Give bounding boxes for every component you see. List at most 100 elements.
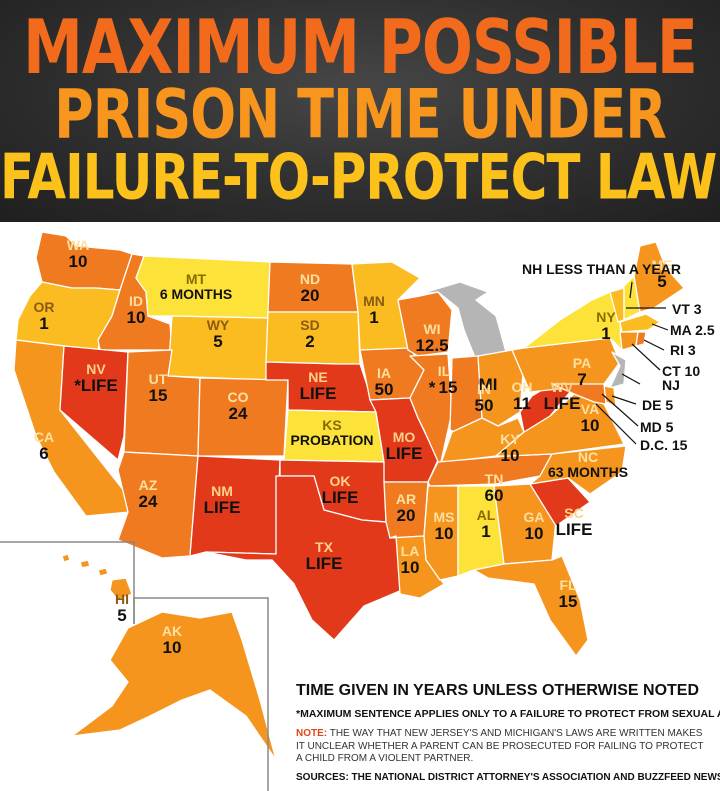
title-line-3: FAILURE-TO-PROTECT LAWS [0, 140, 720, 214]
state-value-nv: *LIFE [74, 376, 118, 395]
state-value-wi: 12.5 [415, 336, 449, 355]
state-abbr-tx: TX [315, 539, 333, 555]
state-abbr-me: ME [651, 257, 673, 273]
state-me[interactable] [633, 241, 685, 313]
legend-title: TIME GIVEN IN YEARS UNLESS OTHERWISE NOT… [296, 682, 700, 699]
callout-ma-2-5: MA 2.5 [670, 322, 715, 338]
state-value-hi: 5 [117, 606, 127, 625]
state-value-wa: 10 [68, 252, 88, 271]
state-abbr-az: AZ [138, 477, 158, 493]
state-value-ak: 10 [162, 638, 182, 657]
callout-ct-10: CT 10 [662, 363, 701, 379]
us-map: WA 10 OR 1 CA 6 ID 10 NV *LIFE MT 6 MONTHS WY 5 UT 15 AZ… [0, 222, 720, 791]
state-abbr-ca: CA [33, 429, 55, 445]
state-value-mt: 6 MONTHS [159, 286, 233, 302]
state-abbr-ny: NY [596, 309, 616, 325]
state-value-sd: 2 [305, 332, 315, 351]
note-body: THE WAY THAT NEW JERSEY'S AND MICHIGAN'S… [296, 728, 704, 764]
state-abbr-or: OR [33, 299, 55, 315]
state-nv[interactable] [59, 345, 129, 461]
state-value-id: 10 [126, 308, 146, 327]
state-nj[interactable] [609, 351, 627, 389]
state-abbr-mn: MN [363, 293, 385, 309]
state-value-ok: LIFE [321, 488, 359, 507]
footnote: *MAXIMUM SENTENCE APPLIES ONLY TO A FAIL… [296, 708, 720, 720]
inset-frames [0, 541, 269, 791]
state-md[interactable] [551, 383, 607, 405]
state-abbr-pa: PA [572, 355, 592, 371]
state-abbr-ar: AR [395, 491, 417, 507]
state-value-va: 10 [580, 416, 600, 435]
state-hi[interactable] [61, 553, 133, 601]
state-value-ky: 10 [500, 446, 520, 465]
state-ma[interactable] [619, 313, 661, 333]
state-value-al: 1 [481, 522, 491, 541]
state-ak[interactable] [71, 611, 277, 761]
state-value-ca: 6 [39, 444, 49, 463]
state-value-nd: 20 [300, 286, 320, 305]
state-abbr-ak: AK [161, 623, 183, 639]
state-abbr-mo: MO [392, 429, 416, 445]
state-abbr-nc: NC [577, 449, 599, 465]
state-abbr-ne: NE [308, 369, 328, 385]
state-value-oh: 11 [513, 394, 531, 413]
state-abbr-ga: GA [523, 509, 545, 525]
state-abbr-ut: UT [148, 371, 168, 387]
callout-nh-less-than-a-year: NH LESS THAN A YEAR [522, 261, 681, 277]
state-value-ar: 20 [396, 506, 416, 525]
state-abbr-oh: OH [511, 379, 533, 395]
state-value-ne: LIFE [299, 384, 337, 403]
note-label: NOTE: [296, 728, 328, 739]
state-abbr-fl: FL [559, 577, 577, 593]
state-value-ny: 1 [601, 324, 611, 343]
state-abbr-ia: IA [377, 365, 391, 381]
state-abbr-ms: MS [433, 509, 455, 525]
state-tx[interactable] [205, 475, 403, 641]
state-value-nc: 63 MONTHS [547, 464, 629, 480]
state-abbr-ks: KS [322, 417, 342, 433]
state-abbr-mi: MI [478, 375, 498, 394]
state-value-fl: 15 [558, 592, 578, 611]
il-asterisk: * [428, 378, 436, 397]
header-banner: MAXIMUM POSSIBLE PRISON TIME UNDER FAILU… [0, 0, 720, 222]
callout-vt-3: VT 3 [672, 301, 702, 317]
state-value-me: 5 [657, 272, 667, 291]
state-abbr-sd: SD [300, 317, 320, 333]
callout-nj: NJ [662, 377, 680, 393]
state-abbr-il: IL [437, 363, 451, 379]
state-abbr-in: IN [477, 381, 491, 397]
state-il[interactable] [409, 353, 453, 467]
map-svg [0, 231, 685, 791]
state-abbr-nv: NV [86, 361, 106, 377]
callout-ri-3: RI 3 [670, 342, 696, 358]
state-abbr-al: AL [476, 507, 496, 523]
state-abbr-la: LA [400, 543, 420, 559]
state-va[interactable] [495, 393, 625, 457]
state-value-wv: LIFE [543, 394, 581, 413]
state-value-in: 50 [474, 396, 494, 415]
state-ri[interactable] [635, 331, 647, 347]
state-abbr-nm: NM [211, 483, 233, 499]
state-value-ms: 10 [434, 524, 454, 543]
state-value-wy: 5 [213, 332, 223, 351]
title-line-1: MAXIMUM POSSIBLE [23, 4, 698, 92]
state-abbr-mt: MT [185, 271, 207, 287]
state-value-ks: PROBATION [290, 432, 374, 448]
state-value-pa: 7 [577, 370, 587, 389]
state-value-la: 10 [400, 558, 420, 577]
state-value-mo: LIFE [385, 444, 423, 463]
state-abbr-hi: HI [115, 591, 129, 607]
state-value-co: 24 [228, 404, 248, 423]
state-abbr-nd: ND [299, 271, 321, 287]
state-abbr-wi: WI [423, 321, 441, 337]
state-abbr-wa: WA [66, 237, 90, 253]
state-abbr-id: ID [129, 293, 143, 309]
state-value-nm: LIFE [203, 498, 241, 517]
state-value-ga: 10 [524, 524, 544, 543]
state-ga[interactable] [493, 483, 557, 565]
state-fl[interactable] [473, 555, 589, 657]
state-wi[interactable] [397, 291, 453, 357]
state-value-mn: 1 [369, 308, 379, 327]
title-line-2: PRISON TIME UNDER [54, 75, 667, 154]
callout-md-5: MD 5 [640, 419, 674, 435]
